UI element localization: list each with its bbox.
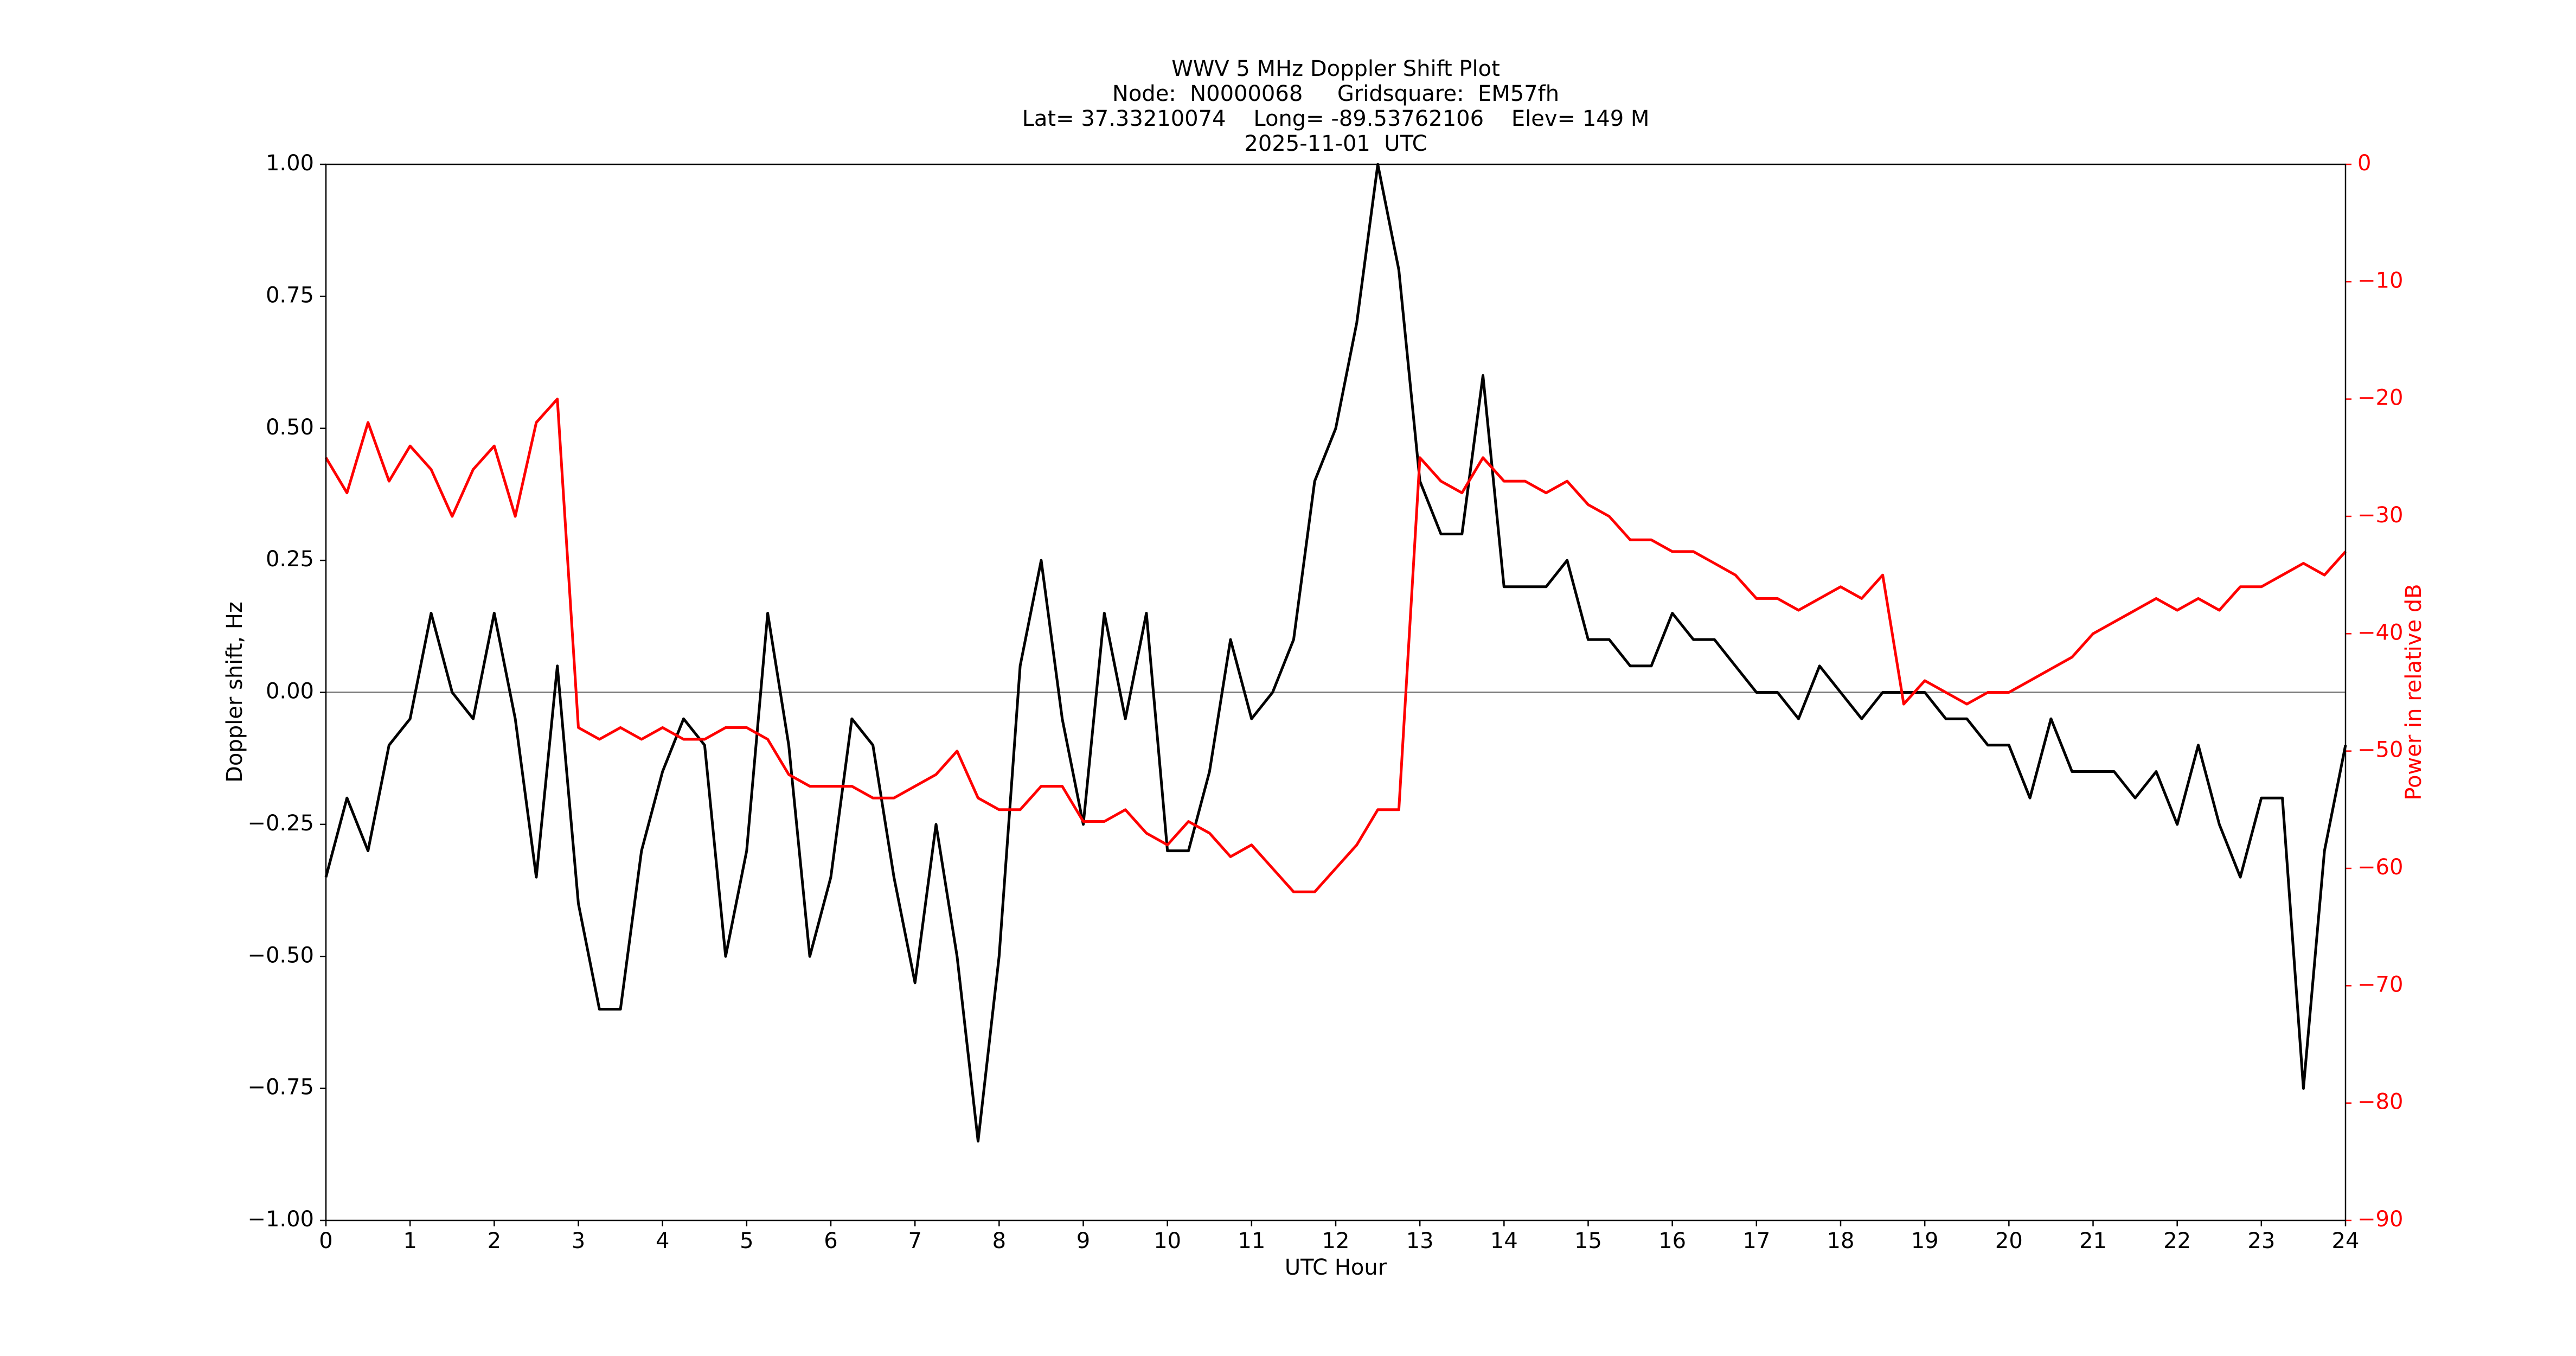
- x-tick-label: 4: [656, 1229, 669, 1253]
- x-tick-label: 23: [2247, 1229, 2275, 1253]
- x-axis-label: UTC Hour: [1285, 1255, 1387, 1280]
- chart-title: Lat= 37.33210074 Long= -89.53762106 Elev…: [1022, 106, 1650, 131]
- series-line: [324, 163, 2347, 1143]
- x-tick-label: 0: [319, 1229, 332, 1253]
- y2-tick-label: −60: [2357, 855, 2403, 880]
- x-tick-label: 22: [2163, 1229, 2191, 1253]
- x-tick-label: 3: [572, 1229, 585, 1253]
- x-tick-label: 2: [488, 1229, 501, 1253]
- y-tick-label: −0.75: [247, 1075, 314, 1100]
- y-tick-label: 0.00: [266, 679, 314, 704]
- x-tick-label: 20: [1995, 1229, 2023, 1253]
- x-tick-label: 18: [1827, 1229, 1855, 1253]
- x-tick-label: 14: [1490, 1229, 1518, 1253]
- y2-tick-label: −30: [2357, 503, 2403, 528]
- y2-tick-label: −50: [2357, 738, 2403, 763]
- y-tick-label: 0.25: [266, 547, 314, 572]
- x-tick-label: 15: [1574, 1229, 1602, 1253]
- y2-tick-label: −10: [2357, 268, 2403, 293]
- y-tick-label: −0.50: [247, 943, 314, 968]
- x-tick-label: 24: [2332, 1229, 2360, 1253]
- plot-frame: [325, 163, 2347, 1221]
- chart-title: 2025-11-01 UTC: [1244, 131, 1427, 156]
- y-tick-label: −0.25: [247, 811, 314, 836]
- x-tick-label: 5: [740, 1229, 753, 1253]
- y2-axis-label: Power in relative dB: [2401, 584, 2426, 800]
- x-tick-label: 17: [1742, 1229, 1770, 1253]
- y-tick-label: 0.75: [266, 283, 314, 308]
- x-tick-label: 10: [1154, 1229, 1181, 1253]
- y2-tick-label: −80: [2357, 1090, 2403, 1115]
- x-tick-label: 7: [908, 1229, 921, 1253]
- chart-title: WWV 5 MHz Doppler Shift Plot: [1171, 56, 1500, 81]
- x-tick-label: 21: [2079, 1229, 2107, 1253]
- y-axis-label: Doppler shift, Hz: [222, 602, 247, 783]
- y-tick-label: 0.50: [266, 415, 314, 440]
- x-tick-label: 19: [1911, 1229, 1939, 1253]
- y2-tick-label: 0: [2357, 151, 2371, 176]
- series-line: [324, 398, 2347, 893]
- x-tick-label: 12: [1322, 1229, 1350, 1253]
- chart-title: Node: N0000068 Gridsquare: EM57fh: [1112, 81, 1559, 106]
- y-tick-label: −1.00: [247, 1207, 314, 1232]
- y-tick-label: 1.00: [266, 151, 314, 176]
- y2-tick-label: −90: [2357, 1207, 2403, 1232]
- x-tick-label: 8: [992, 1229, 1006, 1253]
- x-tick-label: 6: [824, 1229, 837, 1253]
- x-tick-label: 13: [1406, 1229, 1434, 1253]
- y2-tick-label: −70: [2357, 972, 2403, 997]
- x-tick-label: 11: [1238, 1229, 1265, 1253]
- y2-tick-label: −20: [2357, 386, 2403, 411]
- x-tick-label: 9: [1076, 1229, 1090, 1253]
- x-tick-label: 1: [403, 1229, 416, 1253]
- y2-tick-label: −40: [2357, 620, 2403, 645]
- x-tick-label: 16: [1658, 1229, 1686, 1253]
